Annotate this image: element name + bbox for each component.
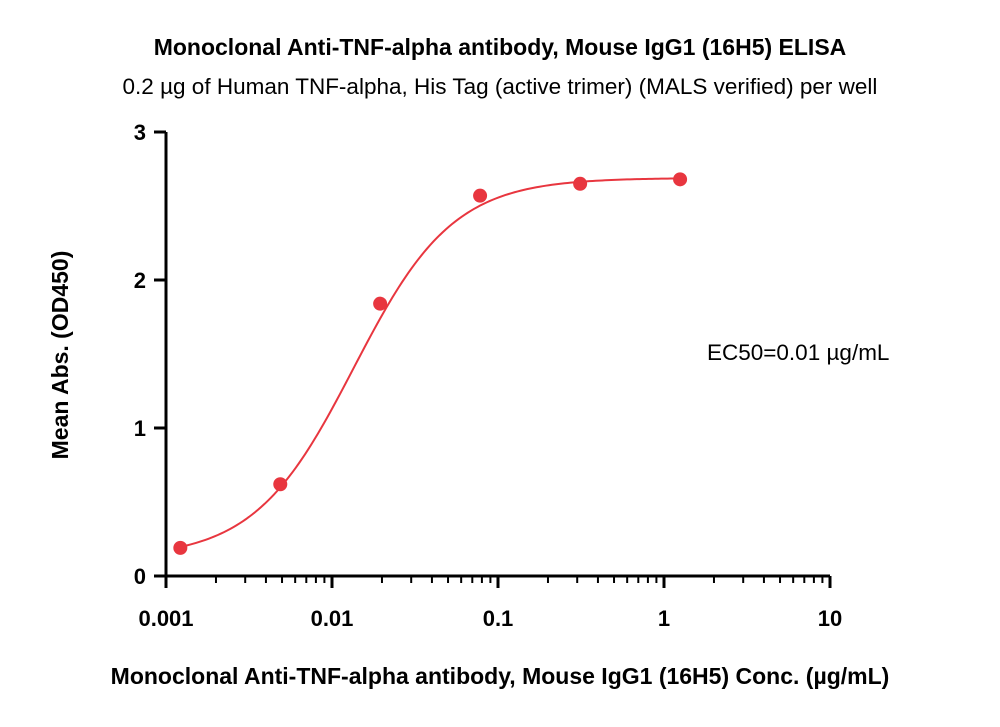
- x-tick-label: 1: [658, 606, 670, 631]
- ec50-annotation: EC50=0.01 µg/mL: [707, 340, 889, 365]
- chart-title: Monoclonal Anti-TNF-alpha antibody, Mous…: [153, 34, 847, 60]
- data-point: [573, 176, 588, 191]
- fit-curve-layer: [180, 177, 681, 548]
- x-tick-label: 0.1: [483, 606, 514, 631]
- y-axis-title: Mean Abs. (OD450): [47, 251, 73, 460]
- chart-subtitle: 0.2 µg of Human TNF-alpha, His Tag (acti…: [122, 74, 878, 99]
- data-point: [373, 296, 388, 311]
- x-tick-label: 10: [818, 606, 842, 631]
- y-tick-label: 2: [134, 268, 146, 293]
- data-point: [273, 477, 288, 492]
- data-point: [473, 188, 488, 203]
- y-tick-label: 0: [134, 564, 146, 589]
- data-points-layer: [173, 172, 688, 555]
- fit-curve: [180, 177, 681, 548]
- data-point: [173, 540, 188, 555]
- x-tick-label: 0.001: [138, 606, 193, 631]
- y-tick-label: 3: [134, 120, 146, 145]
- x-tick-label: 0.01: [311, 606, 354, 631]
- data-point: [673, 172, 688, 187]
- x-axis-title: Monoclonal Anti-TNF-alpha antibody, Mous…: [111, 663, 890, 689]
- y-tick-label: 1: [134, 416, 146, 441]
- axes: 0 1 2 3 0.001 0.01 0.1 1 10: [134, 120, 842, 631]
